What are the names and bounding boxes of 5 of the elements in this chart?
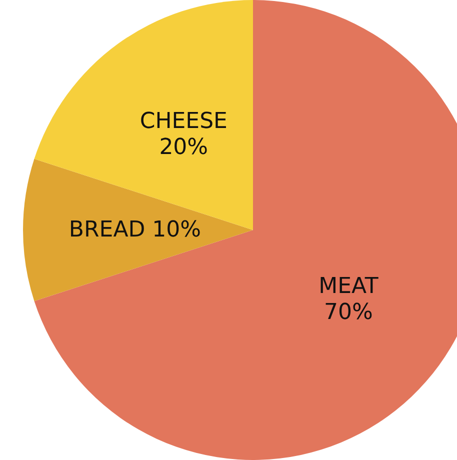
data-label: 20% [159,135,208,160]
slice-label: BREAD 10% [68,218,202,242]
data-label: 70% [324,300,373,325]
slice-label: CHEESE [140,109,228,134]
slice-label: MEAT [318,274,379,299]
